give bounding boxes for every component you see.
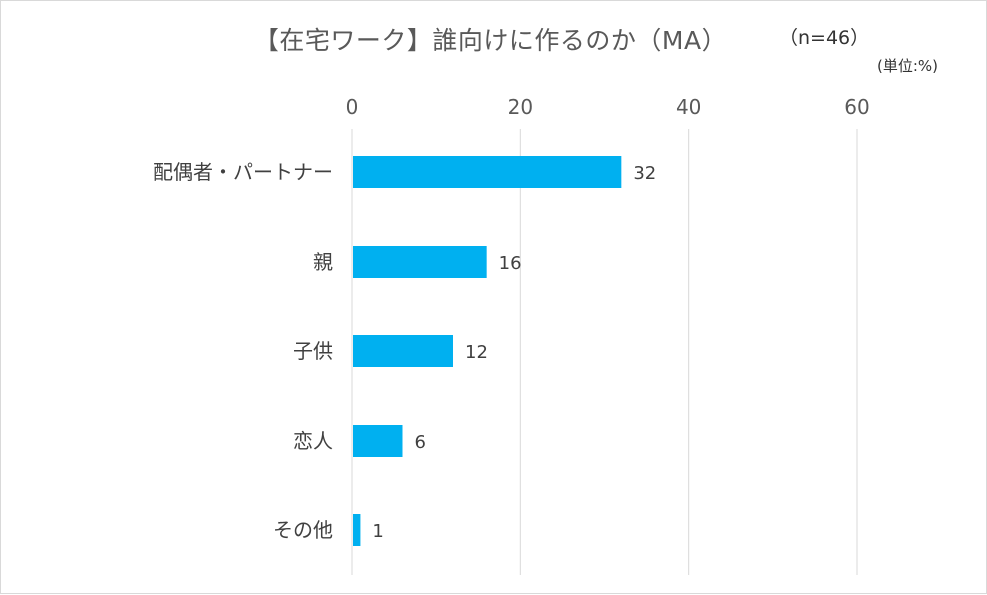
x-tick-label: 40 [676, 95, 701, 119]
category-label: 子供 [293, 339, 333, 363]
data-label: 6 [415, 432, 426, 453]
data-label: 1 [372, 521, 383, 542]
category-label: 配偶者・パートナー [153, 160, 333, 184]
data-label: 16 [499, 253, 522, 274]
chart-title: 【在宅ワーク】誰向けに作るのか（MA） [253, 26, 728, 55]
data-label: 32 [633, 163, 656, 184]
bar [353, 425, 403, 457]
x-tick-label: 0 [346, 95, 359, 119]
sample-size-label: （n=46） [779, 27, 870, 49]
bar [353, 156, 622, 188]
bar [353, 335, 453, 367]
bar [353, 514, 361, 546]
data-label: 12 [465, 342, 488, 363]
bar [353, 246, 487, 278]
x-tick-label: 20 [508, 95, 533, 119]
category-label: 親 [313, 250, 333, 274]
x-tick-label: 60 [844, 95, 869, 119]
unit-label: (単位:%) [877, 57, 939, 75]
category-label: 恋人 [293, 429, 333, 453]
category-label: その他 [273, 518, 333, 542]
